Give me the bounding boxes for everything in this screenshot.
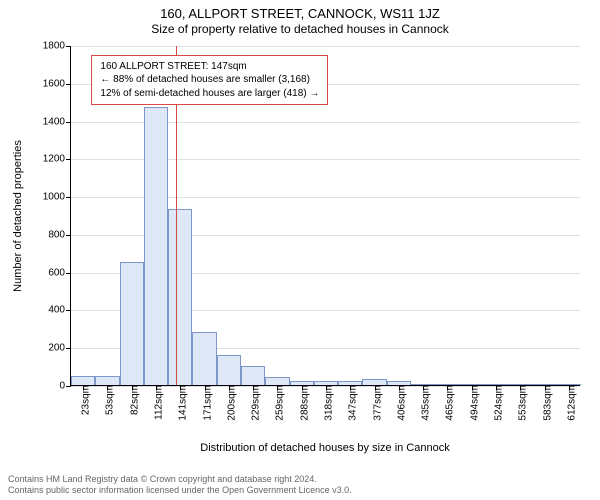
x-axis-label: Distribution of detached houses by size … (70, 442, 580, 454)
histogram-bar (192, 332, 216, 385)
x-tick-label: 524sqm (488, 385, 505, 421)
x-tick-label: 82sqm (123, 385, 140, 415)
y-tick-label: 1600 (43, 78, 71, 89)
histogram-bar (71, 376, 95, 385)
x-tick-label: 171sqm (196, 385, 213, 421)
histogram-bar (265, 377, 289, 385)
x-tick-label: 465sqm (439, 385, 456, 421)
footer-line: Contains public sector information licen… (8, 485, 352, 496)
x-tick-label: 612sqm (560, 385, 577, 421)
histogram-bar (217, 355, 241, 385)
x-tick-label: 435sqm (415, 385, 432, 421)
info-box: 160 ALLPORT STREET: 147sqm← 88% of detac… (91, 55, 328, 106)
x-tick-label: 494sqm (463, 385, 480, 421)
x-tick-label: 318sqm (318, 385, 335, 421)
footer-attribution: Contains HM Land Registry data © Crown c… (8, 474, 352, 497)
y-tick-label: 800 (48, 229, 71, 240)
x-tick-label: 288sqm (293, 385, 310, 421)
x-tick-label: 259sqm (269, 385, 286, 421)
y-tick-label: 600 (48, 267, 71, 278)
x-tick-label: 347sqm (342, 385, 359, 421)
info-box-line: 160 ALLPORT STREET: 147sqm (100, 60, 319, 74)
plot-region: 02004006008001000120014001600180023sqm53… (70, 46, 580, 386)
y-tick-label: 400 (48, 305, 71, 316)
histogram-bar (120, 262, 144, 385)
x-tick-label: 200sqm (220, 385, 237, 421)
histogram-bar (95, 376, 119, 385)
histogram-bar (144, 107, 168, 385)
x-tick-label: 229sqm (245, 385, 262, 421)
y-tick-label: 1800 (43, 41, 71, 52)
footer-line: Contains HM Land Registry data © Crown c… (8, 474, 352, 485)
x-tick-label: 23sqm (75, 385, 92, 415)
y-tick-label: 0 (59, 381, 71, 392)
x-tick-label: 377sqm (366, 385, 383, 421)
y-tick-label: 1400 (43, 116, 71, 127)
x-tick-label: 406sqm (390, 385, 407, 421)
histogram-bar (168, 209, 192, 385)
histogram-bar (241, 366, 265, 385)
info-box-line: ← 88% of detached houses are smaller (3,… (100, 73, 319, 87)
chart-subtitle: Size of property relative to detached ho… (0, 22, 600, 36)
chart-area: Number of detached properties 0200400600… (70, 46, 580, 386)
x-tick-label: 53sqm (99, 385, 116, 415)
y-axis-label: Number of detached properties (12, 140, 24, 292)
y-tick-label: 1000 (43, 192, 71, 203)
y-tick-label: 200 (48, 343, 71, 354)
x-tick-label: 141sqm (172, 385, 189, 421)
x-tick-label: 112sqm (148, 385, 165, 420)
info-box-line: 12% of semi-detached houses are larger (… (100, 87, 319, 101)
y-tick-label: 1200 (43, 154, 71, 165)
x-tick-label: 583sqm (536, 385, 553, 421)
chart-title: 160, ALLPORT STREET, CANNOCK, WS11 1JZ (0, 0, 600, 22)
gridline (71, 46, 580, 47)
x-tick-label: 553sqm (512, 385, 529, 421)
